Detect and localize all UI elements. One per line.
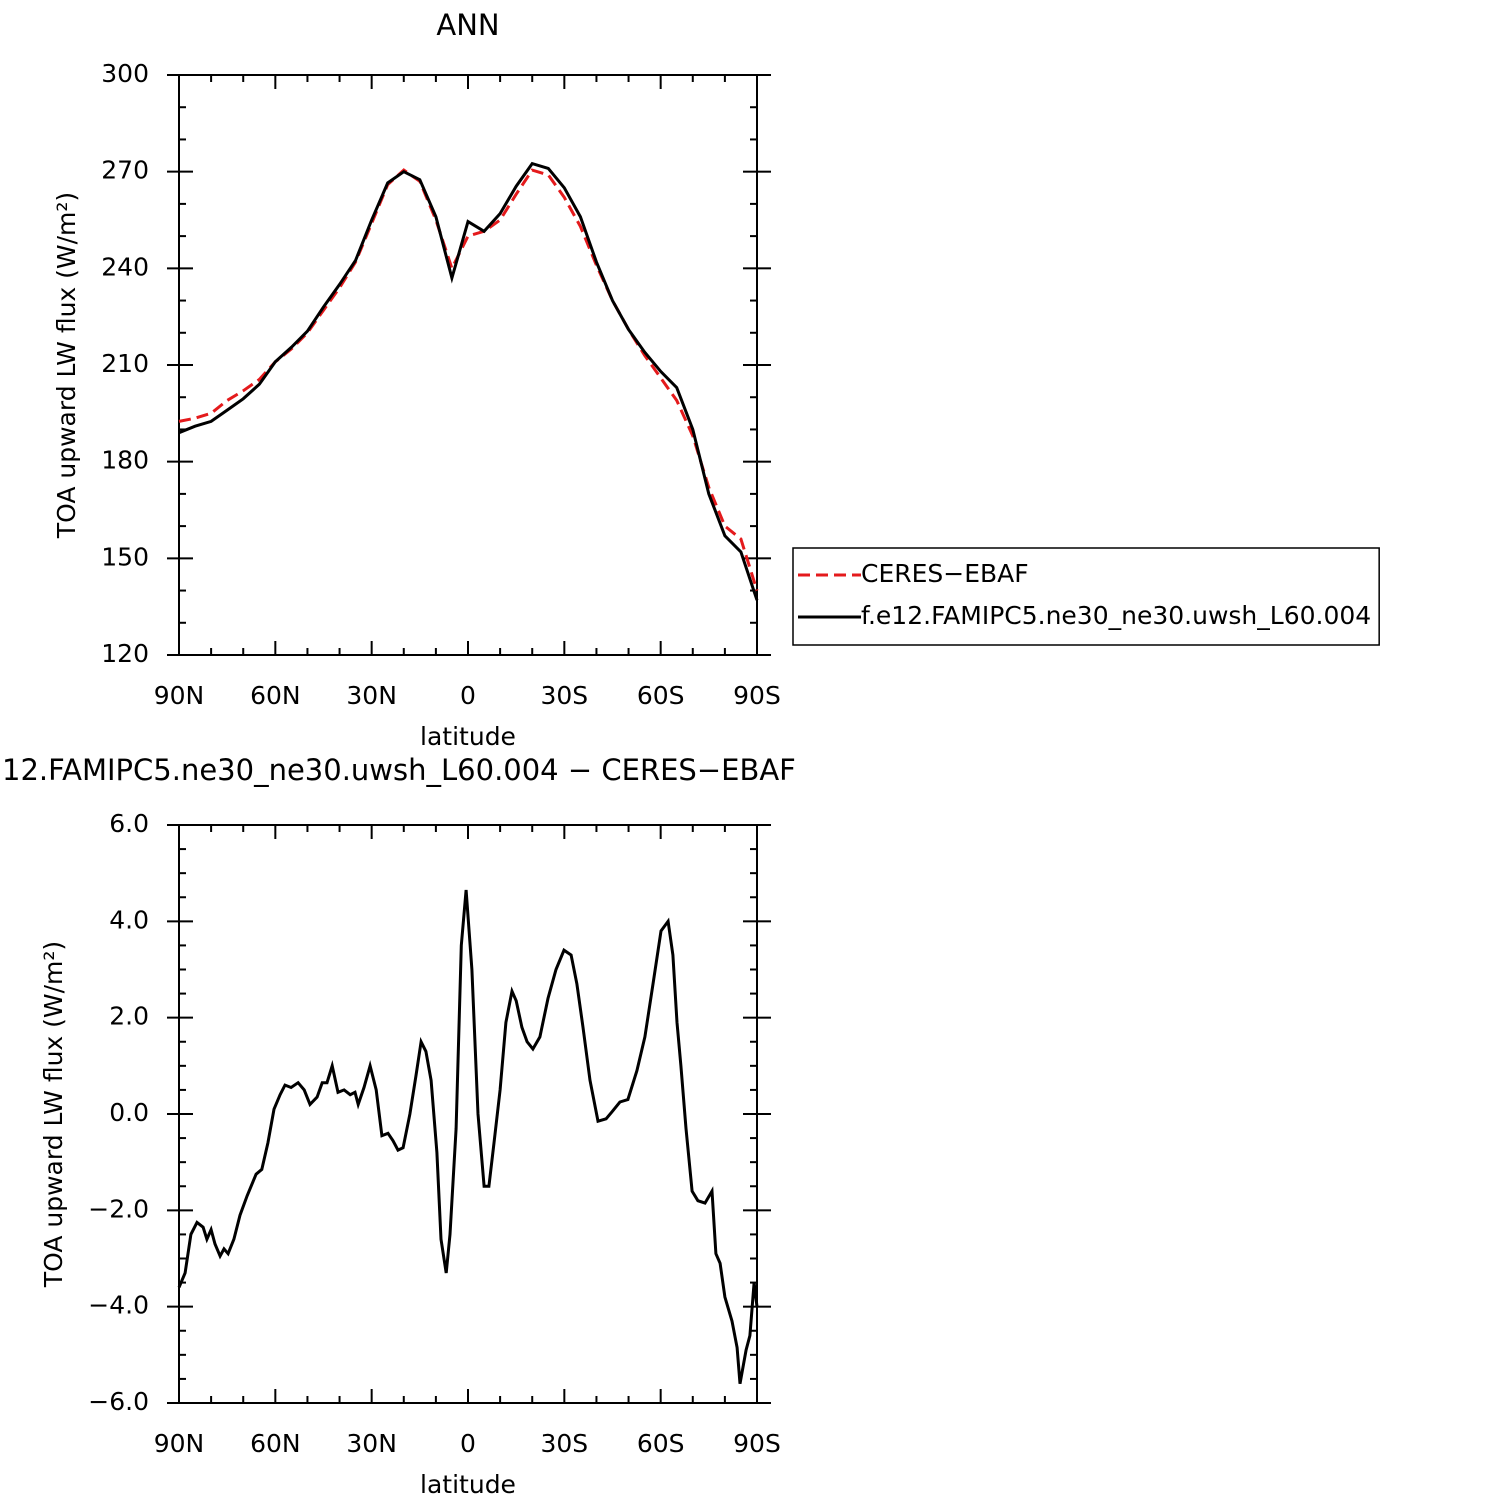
legend-frame xyxy=(792,547,1380,646)
chart-title: 12.FAMIPC5.ne30_ne30.uwsh_L60.004 − CERE… xyxy=(2,753,796,787)
x-tick-label: 90S xyxy=(733,681,781,710)
x-tick-label: 90S xyxy=(733,1429,781,1458)
plot-frame xyxy=(178,74,758,656)
y-tick-label: 0.0 xyxy=(109,1098,149,1127)
y-tick-label: 240 xyxy=(101,252,149,281)
x-tick-label: 30N xyxy=(346,1429,397,1458)
x-tick-label: 60N xyxy=(250,1429,301,1458)
x-tick-label: 60S xyxy=(637,1429,685,1458)
y-tick-label: −2.0 xyxy=(88,1194,149,1223)
y-tick-label: 300 xyxy=(101,59,149,88)
y-tick-label: 6.0 xyxy=(109,809,149,838)
x-tick-label: 0 xyxy=(460,1429,476,1458)
y-tick-label: 180 xyxy=(101,446,149,475)
y-tick-label: 270 xyxy=(101,156,149,185)
x-tick-label: 90N xyxy=(154,1429,205,1458)
legend-label: f.e12.FAMIPC5.ne30_ne30.uwsh_L60.004 xyxy=(861,601,1371,630)
x-tick-label: 60S xyxy=(637,681,685,710)
data-line xyxy=(178,161,759,601)
y-tick-label: −4.0 xyxy=(88,1291,149,1320)
x-tick-label: 30S xyxy=(540,681,588,710)
x-axis-label: latitude xyxy=(420,1470,516,1499)
x-tick-label: 60N xyxy=(250,681,301,710)
y-axis-label: TOA upward LW flux (W/m²) xyxy=(52,192,81,539)
x-tick-label: 90N xyxy=(154,681,205,710)
y-tick-label: 210 xyxy=(101,349,149,378)
y-tick-label: 120 xyxy=(101,639,149,668)
y-tick-label: −6.0 xyxy=(88,1387,149,1416)
y-tick-label: 150 xyxy=(101,542,149,571)
x-tick-label: 30N xyxy=(346,681,397,710)
y-tick-label: 4.0 xyxy=(109,905,149,934)
x-tick-label: 0 xyxy=(460,681,476,710)
data-line xyxy=(177,889,759,1384)
x-tick-label: 30S xyxy=(540,1429,588,1458)
y-axis-label: TOA upward LW flux (W/m²) xyxy=(39,941,68,1288)
legend-label: CERES−EBAF xyxy=(861,559,1029,588)
x-axis-label: latitude xyxy=(420,722,516,751)
y-tick-label: 2.0 xyxy=(109,1002,149,1031)
chart-title: ANN xyxy=(436,8,499,42)
